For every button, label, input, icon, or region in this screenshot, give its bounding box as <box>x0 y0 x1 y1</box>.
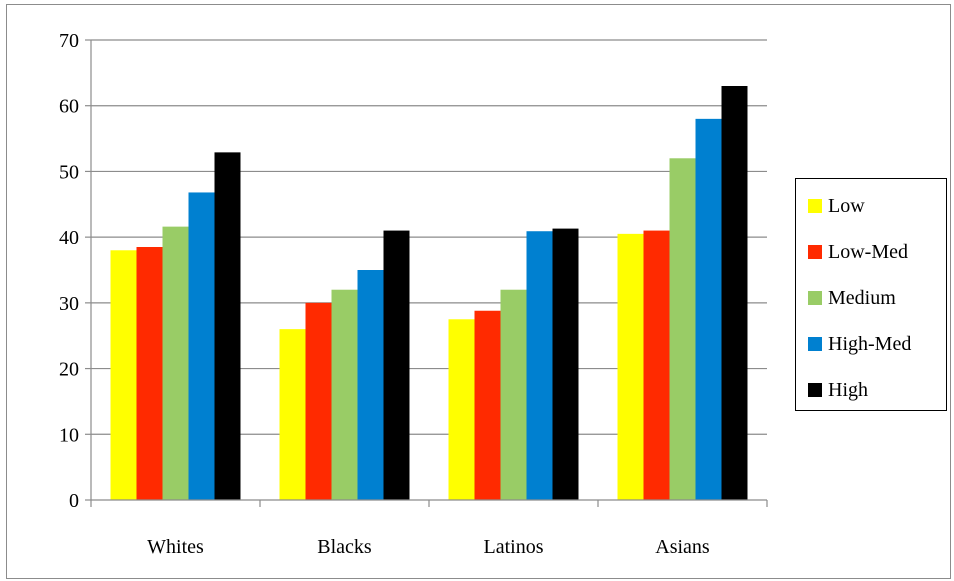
bar-high-med-latinos <box>526 231 553 500</box>
axes <box>85 39 768 507</box>
y-tick-label: 20 <box>59 359 79 381</box>
y-tick-label: 0 <box>69 490 79 512</box>
bar-low-latinos <box>448 319 475 500</box>
legend-item: Low-Med <box>808 241 908 263</box>
bar-high-latinos <box>552 228 579 500</box>
bar-low-whites <box>110 250 137 500</box>
bar-low-med-asians <box>643 230 670 501</box>
bar-high-whites <box>214 152 241 500</box>
legend-swatch <box>808 199 822 213</box>
legend: Low Low-Med Medium High-Med High <box>795 178 947 411</box>
legend-item: High <box>808 379 868 401</box>
x-category-label: Asians <box>655 536 710 558</box>
legend-swatch <box>808 383 822 397</box>
legend-item: Low <box>808 195 865 217</box>
legend-label: Low-Med <box>828 240 908 263</box>
legend-swatch <box>808 337 822 351</box>
x-category-label: Latinos <box>484 536 544 558</box>
bar-low-med-latinos <box>474 310 501 500</box>
y-tick-label: 10 <box>59 424 79 446</box>
bar-low-asians <box>617 233 644 500</box>
legend-item: High-Med <box>808 333 911 355</box>
legend-label: High <box>828 378 868 401</box>
bar-medium-asians <box>669 158 696 501</box>
bar-low-med-blacks <box>305 302 332 500</box>
legend-swatch <box>808 291 822 305</box>
bar-high-med-blacks <box>357 270 384 500</box>
legend-swatch <box>808 245 822 259</box>
legend-item: Medium <box>808 287 896 309</box>
y-tick-label: 70 <box>59 30 79 52</box>
bars <box>110 86 748 501</box>
y-tick-labels: 0 10 20 30 40 50 60 70 <box>59 30 79 512</box>
bar-medium-blacks <box>331 289 358 500</box>
legend-label: Low <box>828 194 865 217</box>
bar-medium-latinos <box>500 289 527 500</box>
x-category-labels: Whites Blacks Latinos Asians <box>147 536 710 558</box>
bar-low-med-whites <box>136 247 163 500</box>
y-tick-label: 30 <box>59 293 79 315</box>
bar-medium-whites <box>162 226 189 500</box>
y-tick-label: 40 <box>59 227 79 249</box>
bar-high-asians <box>721 86 748 500</box>
y-tick-label: 50 <box>59 161 79 183</box>
bar-low-blacks <box>279 329 306 500</box>
legend-label: High-Med <box>828 332 912 355</box>
bar-high-blacks <box>383 230 410 501</box>
y-tick-label: 60 <box>59 96 79 118</box>
legend-label: Medium <box>828 286 896 309</box>
bar-high-med-asians <box>695 118 722 500</box>
x-category-label: Blacks <box>317 536 372 558</box>
bar-high-med-whites <box>188 192 215 500</box>
x-category-label: Whites <box>147 536 204 558</box>
